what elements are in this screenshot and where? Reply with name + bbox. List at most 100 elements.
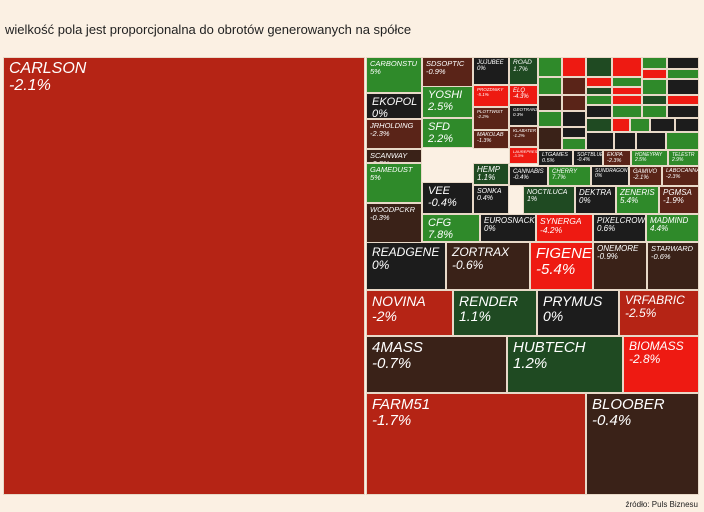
tile-name: PRYMUS	[543, 293, 603, 309]
minor-stock-tile	[642, 105, 667, 118]
minor-stock-tile	[642, 57, 667, 69]
stock-tile-klabater: KLABATER -1.2%	[509, 126, 538, 147]
source-note: źródło: Puls Biznesu	[625, 500, 698, 509]
tile-name: STARWARD	[651, 244, 694, 253]
minor-stock-tile	[562, 138, 586, 150]
tile-change: -1.2%	[513, 132, 525, 138]
tile-name: KLABATER	[513, 128, 537, 133]
minor-stock-tile	[612, 95, 642, 105]
stock-tile-biomass: BIOMASS -2.8%	[623, 336, 699, 393]
minor-stock-tile	[667, 57, 699, 69]
tile-change: -0.8%	[370, 159, 418, 162]
stock-tile-yoshi: YOSHI 2.5%	[422, 86, 473, 118]
tile-change: 5.4%	[620, 196, 639, 206]
tile-name: SUNDRAGON	[595, 168, 628, 174]
tile-change: -1.9%	[663, 196, 684, 206]
tile-change: -3.3%	[513, 153, 524, 159]
stock-tile-ekipa: EKIPA -2.3%	[603, 150, 631, 166]
tile-change: -2.2%	[477, 113, 489, 119]
minor-stock-tile	[562, 111, 586, 127]
stock-tile-carbonstu: CARBONSTU 5%	[366, 57, 422, 93]
tile-name: VEE	[428, 185, 451, 197]
stock-tile-render: RENDER 1.1%	[453, 290, 537, 336]
stock-tile-synerga: SYNERGA -4.2%	[536, 214, 593, 242]
stock-tile-eurosnack: EUROSNACK 0%	[480, 214, 536, 242]
minor-stock-tile	[612, 77, 642, 87]
tile-name: SONKA	[477, 188, 502, 195]
stock-tile-jrholding: JRHOLDING -2.3%	[366, 119, 422, 149]
minor-stock-tile	[630, 118, 650, 132]
tile-change: 5%	[370, 66, 381, 76]
minor-stock-tile	[538, 95, 562, 111]
tile-name: CHERRY	[552, 169, 578, 175]
minor-stock-tile	[562, 127, 586, 138]
tile-change: -0.9%	[426, 66, 446, 76]
minor-stock-tile	[612, 105, 642, 118]
minor-stock-tile	[667, 105, 699, 118]
tile-name: ROAD	[513, 59, 532, 66]
minor-stock-tile	[612, 57, 642, 77]
tile-change: -2.1%	[633, 175, 649, 182]
stock-tile-zortrax: ZORTRAX -0.6%	[446, 242, 530, 290]
tile-change: 0%	[372, 257, 390, 272]
stock-tile-zeneris: ZENERIS 5.4%	[616, 186, 659, 214]
minor-stock-tile	[586, 57, 612, 77]
tile-name: BLOOBER	[592, 396, 665, 413]
tile-name: PIXELCROW	[597, 216, 646, 225]
minor-stock-tile	[586, 132, 614, 150]
tile-name: NOVINA	[372, 293, 426, 309]
tile-change: -2.8%	[629, 351, 661, 366]
stock-tile-onemore: ONEMORE -0.9%	[593, 242, 647, 290]
tile-change: -0.4%	[577, 157, 591, 164]
tile-name: SDSOPTIC	[426, 59, 465, 68]
stock-tile-novina: NOVINA -2%	[366, 290, 453, 336]
stock-tile-telestr: TELESTR 2.9%	[668, 150, 699, 166]
stock-tile-farm51: FARM51 -1.7%	[366, 393, 586, 495]
tile-name: ZORTRAX	[452, 245, 510, 259]
stock-tile-madmind: MADMIND 4.4%	[646, 214, 699, 242]
tile-change: 1.2%	[513, 354, 548, 372]
tile-change: -0.4%	[513, 175, 529, 182]
stock-tile-softblue: SOFTBLUE -0.4%	[573, 150, 603, 166]
tile-change: 1.7%	[513, 65, 528, 73]
stock-tile-sfd: SFD 2.2%	[422, 118, 473, 148]
tile-name: PGMSA	[663, 188, 692, 197]
tile-name: BIOMASS	[629, 339, 684, 353]
stock-tile-4mass: 4MASS -0.7%	[366, 336, 507, 393]
tile-name: GAMIVO	[633, 169, 658, 175]
tile-change: 7.7%	[552, 175, 566, 182]
stock-tile-prymus: PRYMUS 0%	[537, 290, 619, 336]
stock-tile-vee: VEE -0.4%	[422, 182, 473, 214]
tile-name: CARLSON	[9, 60, 87, 77]
minor-stock-tile	[642, 69, 667, 79]
tile-change: 0%	[484, 224, 496, 234]
tile-name: LTGAMES	[542, 152, 568, 158]
tile-name: ELQ	[513, 88, 526, 94]
minor-stock-tile	[642, 95, 667, 105]
tile-change: -5.4%	[536, 260, 576, 278]
tile-name: ONEMORE	[597, 244, 639, 253]
stock-tile-readgene: READGENE 0%	[366, 242, 446, 290]
stock-tile-plottwist: PLOTTWIST -2.2%	[473, 107, 509, 130]
tile-name: CFG	[428, 217, 452, 229]
minor-stock-tile	[642, 79, 667, 95]
tile-change: 0%	[579, 196, 591, 206]
stock-tile-bloober: BLOOBER -0.4%	[586, 393, 699, 495]
stock-tile-starward: STARWARD -0.6%	[647, 242, 699, 290]
tile-name: NOCTILUCA	[527, 189, 568, 196]
tile-name: GAMEDUST	[370, 165, 413, 174]
tile-change: -0.4%	[592, 411, 632, 429]
tile-name: FIGENE	[536, 245, 592, 262]
minor-stock-tile	[667, 95, 699, 105]
minor-stock-tile	[614, 132, 636, 150]
stock-tile-cherry: CHERRY 7.7%	[548, 166, 591, 186]
tile-name: HUBTECH	[513, 339, 586, 356]
minor-stock-tile	[586, 105, 612, 118]
tile-change: 0%	[595, 173, 603, 180]
tile-change: -0.3%	[370, 212, 390, 222]
tile-change: 0%	[372, 107, 388, 119]
tile-name: HONEYPAY	[635, 152, 663, 158]
tile-name: LAUREPRES	[513, 149, 538, 154]
minor-stock-tile	[667, 79, 699, 95]
